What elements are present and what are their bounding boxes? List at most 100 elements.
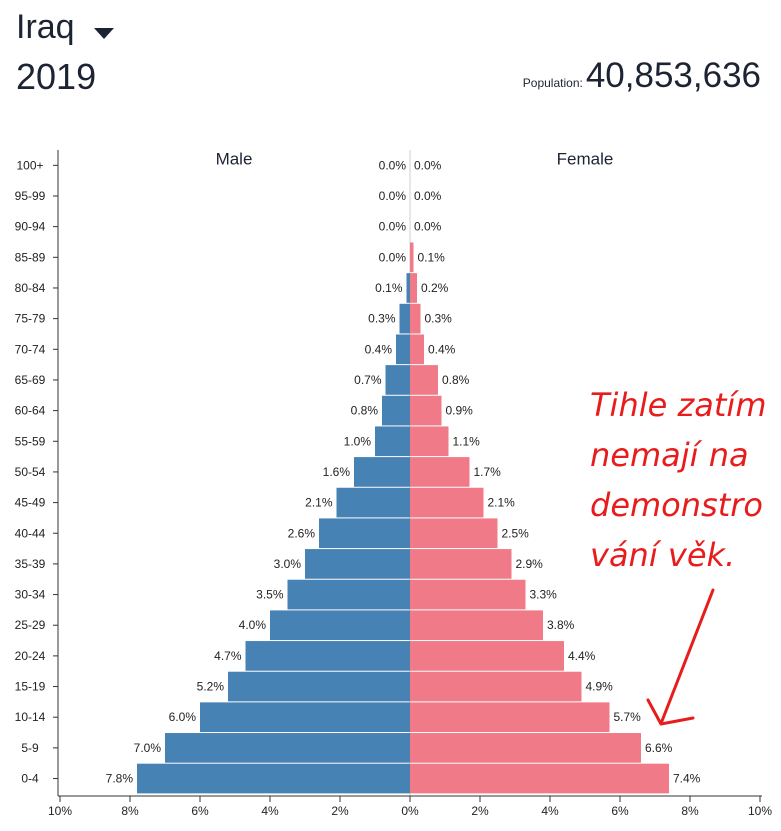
female-value-label: 0.3% <box>425 312 453 326</box>
male-value-label: 6.0% <box>169 710 197 724</box>
male-value-label: 3.5% <box>256 588 284 602</box>
age-group-label: 65-69 <box>15 373 46 387</box>
female-value-label: 0.0% <box>414 158 442 172</box>
male-value-label: 0.0% <box>379 158 407 172</box>
x-tick-label: 4% <box>541 804 559 818</box>
x-tick-label: 0% <box>401 804 419 818</box>
male-value-label: 0.0% <box>379 220 407 234</box>
male-value-label: 7.8% <box>106 772 134 786</box>
age-group-label: 90-94 <box>15 220 46 234</box>
age-group-label: 55-59 <box>15 434 46 448</box>
female-value-label: 0.8% <box>442 373 470 387</box>
female-bar <box>410 273 417 303</box>
age-group-label: 85-89 <box>15 250 46 264</box>
male-bar <box>245 641 410 671</box>
male-bar <box>305 549 410 579</box>
annotation-arrow-head <box>646 698 695 726</box>
male-bar <box>385 365 410 395</box>
female-bar <box>410 763 669 794</box>
female-bar <box>410 549 512 579</box>
female-bar <box>410 487 484 518</box>
female-value-label: 4.4% <box>568 649 596 663</box>
age-group-label: 25-29 <box>15 618 46 632</box>
male-bar <box>270 610 410 641</box>
annotation-line-2: nemají na <box>590 436 749 474</box>
male-value-label: 0.0% <box>379 189 407 203</box>
male-value-label: 5.2% <box>197 680 225 694</box>
population-label: Population: <box>522 76 583 90</box>
male-bar <box>375 426 410 457</box>
female-bar <box>410 702 610 733</box>
female-value-label: 1.7% <box>474 465 502 479</box>
female-value-label: 2.5% <box>502 526 530 540</box>
age-group-label: 80-84 <box>15 281 46 295</box>
female-bar <box>410 610 543 641</box>
female-bar <box>410 641 564 671</box>
age-group-label: 5-9 <box>21 741 39 755</box>
age-group-label: 35-39 <box>15 557 46 571</box>
male-bar <box>319 518 410 549</box>
male-value-label: 4.0% <box>239 618 267 632</box>
age-group-label: 15-19 <box>15 680 46 694</box>
x-tick-label: 4% <box>261 804 279 818</box>
male-value-label: 2.1% <box>305 496 333 510</box>
population-value: 40,853,636 <box>585 56 761 95</box>
age-group-label: 30-34 <box>15 588 46 602</box>
male-bar <box>137 763 410 794</box>
x-tick-label: 6% <box>611 804 629 818</box>
male-series-label: Male <box>216 150 253 169</box>
annotation-line-3: demonstro <box>590 486 763 524</box>
age-group-label: 70-74 <box>15 342 46 356</box>
age-group-label: 60-64 <box>15 404 46 418</box>
female-bar <box>410 242 414 273</box>
age-group-label: 0-4 <box>21 772 39 786</box>
female-bar <box>410 518 498 549</box>
female-bar <box>410 365 438 395</box>
age-group-label: 40-44 <box>15 526 46 540</box>
x-tick-label: 8% <box>681 804 699 818</box>
male-value-label: 0.0% <box>379 250 407 264</box>
country-dropdown-caret-icon[interactable] <box>94 28 114 39</box>
female-bar <box>410 579 526 610</box>
annotation-line-1: Tihle zatím <box>590 386 767 424</box>
age-group-label: 20-24 <box>15 649 46 663</box>
male-value-label: 1.6% <box>323 465 351 479</box>
female-value-label: 7.4% <box>673 772 701 786</box>
male-bar <box>396 334 410 365</box>
male-bar <box>399 303 410 334</box>
age-group-label: 10-14 <box>15 710 46 724</box>
male-value-label: 0.8% <box>351 404 379 418</box>
country-title: Iraq <box>16 8 75 46</box>
male-value-label: 0.3% <box>368 312 396 326</box>
male-bar <box>228 671 410 702</box>
female-value-label: 0.2% <box>421 281 449 295</box>
x-tick-label: 6% <box>191 804 209 818</box>
x-tick-label: 2% <box>471 804 489 818</box>
x-tick-label: 10% <box>48 804 72 818</box>
female-value-label: 6.6% <box>645 741 673 755</box>
female-bar <box>410 426 449 457</box>
male-bar <box>336 487 410 518</box>
x-tick-label: 10% <box>748 804 772 818</box>
female-value-label: 5.7% <box>614 710 642 724</box>
male-value-label: 0.4% <box>365 342 393 356</box>
male-value-label: 0.1% <box>375 281 403 295</box>
x-tick-label: 8% <box>121 804 139 818</box>
female-value-label: 4.9% <box>586 680 614 694</box>
annotation-arrow-shaft <box>660 588 715 723</box>
year-label: 2019 <box>16 56 97 97</box>
female-value-label: 3.8% <box>547 618 575 632</box>
male-value-label: 0.7% <box>354 373 382 387</box>
male-bar <box>200 702 410 733</box>
female-value-label: 2.1% <box>488 496 516 510</box>
male-bar <box>287 579 410 610</box>
female-bar <box>410 303 421 334</box>
female-value-label: 3.3% <box>530 588 558 602</box>
male-value-label: 1.0% <box>344 434 372 448</box>
female-value-label: 0.1% <box>418 250 446 264</box>
female-value-label: 0.0% <box>414 189 442 203</box>
female-value-label: 0.9% <box>446 404 474 418</box>
population-readout: Population:40,853,636 <box>523 56 761 96</box>
age-group-label: 50-54 <box>15 465 46 479</box>
female-value-label: 0.0% <box>414 220 442 234</box>
